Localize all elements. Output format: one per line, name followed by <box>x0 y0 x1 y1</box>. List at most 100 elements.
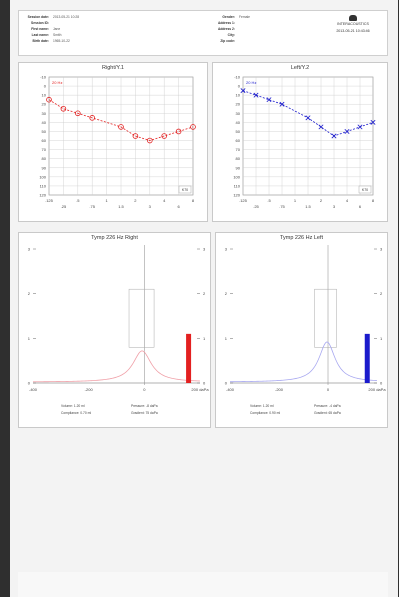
y-tick-label: 3 <box>203 247 206 252</box>
y-tick-label: 10 <box>42 93 47 98</box>
tymp-left-chart: 3 32 21 10 0-400 -200 0 200 daPa <box>216 233 387 427</box>
y-tick-label: 70 <box>236 147 241 152</box>
tymp-right-chart: 3 32 21 10 0-400 -200 0 200 daPa <box>19 233 210 427</box>
x-tick-label: 8 <box>372 198 375 203</box>
x-tick-label: .75 <box>279 204 285 209</box>
y-tick-label: 2 <box>203 291 206 296</box>
y-tick-label: 1 <box>28 336 31 341</box>
y-tick-label: 0 <box>28 381 31 386</box>
x-tick-label: 8 <box>192 198 195 203</box>
tymp-left-info-left: Volume: 1.20 ml Compliance: 0.90 ml <box>250 403 280 417</box>
address-field-value: Female <box>239 14 250 20</box>
x-tick-label: 200 daPa <box>191 387 209 392</box>
y-tick-label: 110 <box>234 183 241 188</box>
y-tick-label: -10 <box>40 75 47 80</box>
y-tick-label: 30 <box>42 111 47 116</box>
x-tick-label: 1.5 <box>118 204 124 209</box>
report-page: Session date: 2013-05-21 10:28 Session ID:… <box>10 0 398 597</box>
y-tick-label: 50 <box>236 129 241 134</box>
y-tick-label: 90 <box>42 165 47 170</box>
audiogram-left-panel: Left/Y.2 -10 0 10 20 30 40 50 60 70 80 90 100 110 120… <box>212 62 388 222</box>
corner-label: 20 Hz <box>52 80 62 85</box>
y-tick-label: 0 <box>380 381 383 386</box>
corner-label: 20 Hz <box>246 80 256 85</box>
volume-bar <box>186 334 191 383</box>
normal-range-box <box>129 289 154 347</box>
x-tick-label: 6 <box>359 204 362 209</box>
patient-field-row: Birth date: 1965-10-22 <box>23 38 79 44</box>
x-tick-label: 200 daPa <box>368 387 386 392</box>
tymp-right-gradient: Gradient: 75 daPa <box>131 410 158 417</box>
patient-info-column: Session date: 2013-05-21 10:28 Session ID:… <box>23 14 79 44</box>
x-tick-label: 2 <box>320 198 323 203</box>
y-tick-label: 90 <box>236 165 241 170</box>
y-tick-label: 100 <box>39 174 46 179</box>
normal-range-box <box>315 289 337 347</box>
tymp-left-pressure: Pressure: -4 daPa <box>314 403 341 410</box>
volume-bar <box>365 334 370 383</box>
y-tick-label: 2 <box>380 291 383 296</box>
x-tick-label: 3 <box>149 204 152 209</box>
y-tick-label: 40 <box>42 120 47 125</box>
x-tick-label: 6 <box>177 204 180 209</box>
x-tick-label: -400 <box>226 387 235 392</box>
audiogram-right-panel: Right/Y.1 -10 0 10 20 30 40 50 60 70 80 90 100 110 12… <box>18 62 208 222</box>
x-tick-label: .25 <box>253 204 259 209</box>
y-tick-label: 1 <box>203 336 206 341</box>
x-tick-label: .75 <box>89 204 95 209</box>
tymp-left-gradient: Gradient: 65 daPa <box>314 410 341 417</box>
patient-header: Session date: 2013-05-21 10:28 Session ID:… <box>18 10 388 56</box>
address-info-column: Gender: Female Address 1: Address 2: City: Zi… <box>209 14 250 44</box>
x-tick-label: 4 <box>163 198 166 203</box>
x-tick-label: 4 <box>346 198 349 203</box>
x-tick-label: 1.5 <box>305 204 311 209</box>
y-tick-label: 60 <box>236 138 241 143</box>
y-tick-label: 50 <box>42 129 47 134</box>
y-tick-label: 1 <box>380 336 383 341</box>
address-field-row: Zip code: <box>209 38 250 44</box>
tymp-left-volume: Volume: 1.20 ml <box>250 403 280 410</box>
x-tick-label: 0 <box>327 387 330 392</box>
x-tick-label: 3 <box>333 204 336 209</box>
tympanogram-curve <box>230 342 377 382</box>
y-tick-label: 0 <box>238 84 241 89</box>
y-tick-label: 110 <box>40 183 47 188</box>
y-tick-label: 60 <box>42 138 47 143</box>
address-field-key: Zip code: <box>209 38 235 44</box>
x-tick-label: 1 <box>294 198 297 203</box>
x-tick-label: .125 <box>45 198 54 203</box>
y-tick-label: 2 <box>225 291 228 296</box>
badge-label: K70 <box>362 188 368 192</box>
tymp-right-info-right: Pressure: -8 daPa Gradient: 75 daPa <box>131 403 158 417</box>
y-tick-label: 3 <box>380 247 383 252</box>
y-tick-label: 40 <box>236 120 241 125</box>
tymp-left-info-right: Pressure: -4 daPa Gradient: 65 daPa <box>314 403 341 417</box>
audiogram-right-chart: -10 0 10 20 30 40 50 60 70 80 90 100 110 120.125 .25 .5… <box>19 63 207 221</box>
logo-text: INTERACOUSTICS <box>325 21 381 28</box>
x-tick-label: -400 <box>29 387 38 392</box>
x-tick-label: 0 <box>143 387 146 392</box>
y-tick-label: 80 <box>42 156 47 161</box>
x-tick-label: 1 <box>105 198 108 203</box>
y-tick-label: 120 <box>39 193 46 198</box>
tymp-left-panel: Tymp 226 Hz Left 3 3 2 2 1 1 0 0 -400 -200 0 200 da… <box>215 232 388 428</box>
y-tick-label: -10 <box>234 75 241 80</box>
y-tick-label: 70 <box>42 147 47 152</box>
y-tick-label: 20 <box>236 102 241 107</box>
page-footer-strip <box>18 572 388 597</box>
x-tick-label: .5 <box>76 198 80 203</box>
y-tick-label: 120 <box>233 193 240 198</box>
tympanogram-curve <box>33 351 200 382</box>
x-tick-label: -200 <box>275 387 284 392</box>
y-tick-label: 2 <box>28 291 31 296</box>
y-tick-label: 80 <box>236 156 241 161</box>
patient-field-value: 2013-05-21 10:28 <box>53 14 79 20</box>
y-tick-label: 1 <box>225 336 228 341</box>
print-date: 2013-05-21 10:43:46 <box>325 28 381 35</box>
tymp-right-compliance: Compliance: 0.70 ml <box>61 410 91 417</box>
y-tick-label: 30 <box>236 111 241 116</box>
patient-field-value: 1965-10-22 <box>53 38 70 44</box>
y-tick-label: 0 <box>44 84 47 89</box>
y-tick-label: 20 <box>42 102 47 107</box>
x-tick-label: 2 <box>134 198 137 203</box>
